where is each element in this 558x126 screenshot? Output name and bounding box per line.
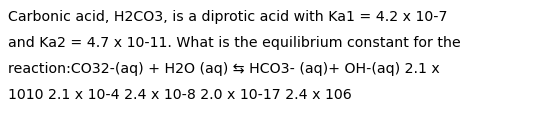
Text: Carbonic acid, H2CO3, is a diprotic acid with Ka1 = 4.2 x 10-7: Carbonic acid, H2CO3, is a diprotic acid…	[8, 10, 448, 24]
Text: reaction:CO32-(aq) + H2O (aq) ⇆ HCO3- (aq)+ OH-(aq) 2.1 x: reaction:CO32-(aq) + H2O (aq) ⇆ HCO3- (a…	[8, 62, 440, 76]
Text: 1010 2.1 x 10-4 2.4 x 10-8 2.0 x 10-17 2.4 x 106: 1010 2.1 x 10-4 2.4 x 10-8 2.0 x 10-17 2…	[8, 88, 352, 102]
Text: and Ka2 = 4.7 x 10-11. What is the equilibrium constant for the: and Ka2 = 4.7 x 10-11. What is the equil…	[8, 36, 461, 50]
